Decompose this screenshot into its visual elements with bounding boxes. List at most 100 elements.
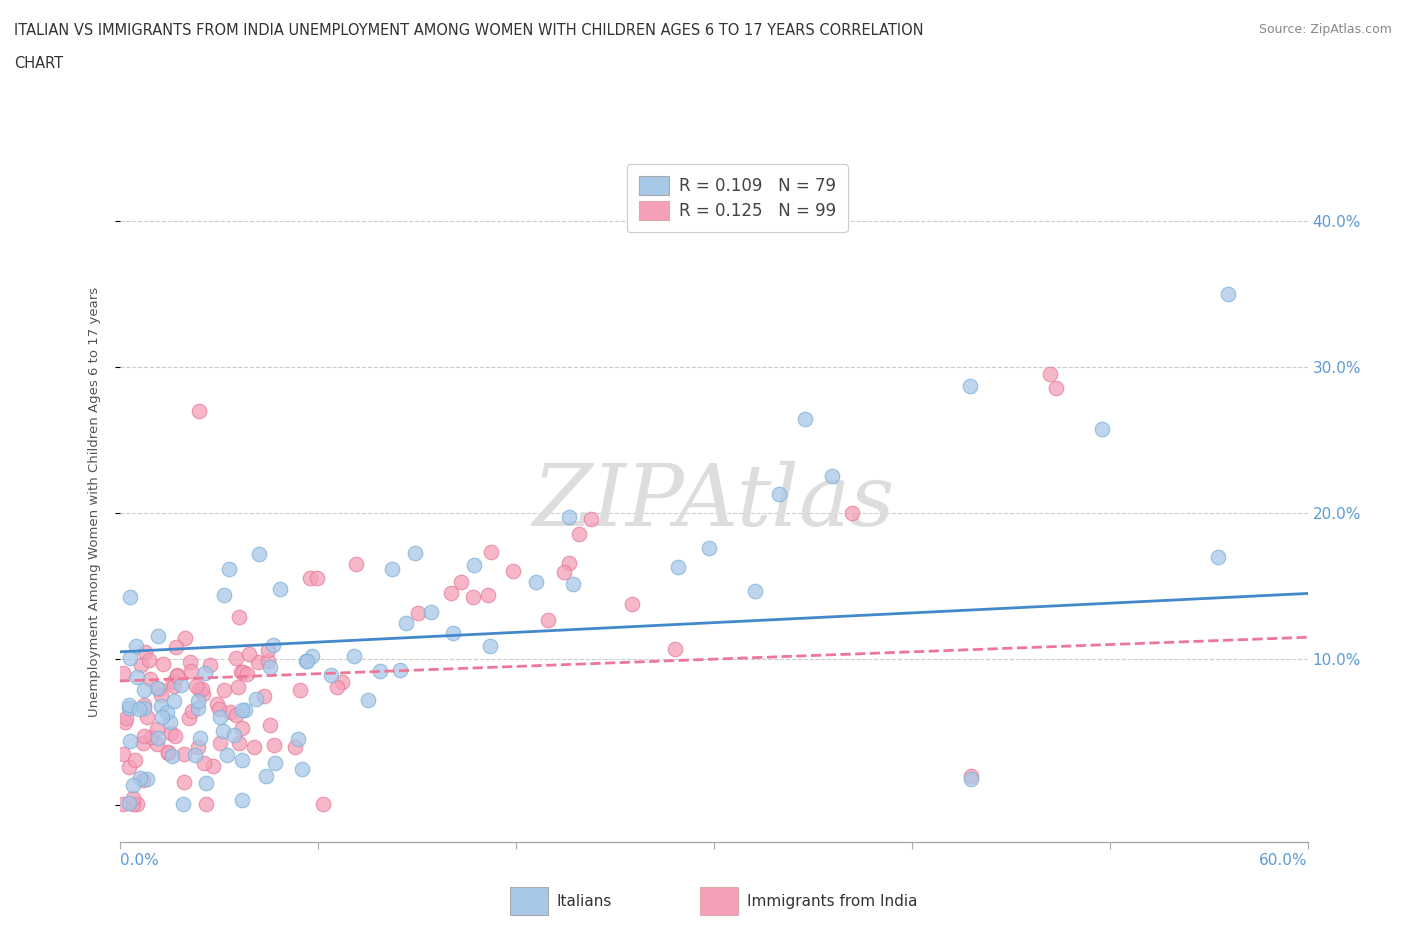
Point: [287, 731, 309, 746]
Point: [312, 796, 335, 811]
Point: [295, 653, 318, 668]
Point: [159, 715, 181, 730]
Point: [146, 721, 169, 736]
Point: [191, 686, 214, 701]
Text: CHART: CHART: [14, 56, 63, 71]
Point: [163, 679, 186, 694]
Point: [163, 728, 186, 743]
Point: [664, 641, 686, 656]
Point: [299, 571, 322, 586]
Point: [256, 654, 278, 669]
Point: [157, 745, 180, 760]
Point: [166, 668, 188, 683]
Point: [132, 735, 155, 750]
Point: [146, 731, 169, 746]
Legend: R = 0.109   N = 79, R = 0.125   N = 99: R = 0.109 N = 79, R = 0.125 N = 99: [627, 165, 848, 232]
Point: [162, 675, 184, 690]
Point: [419, 604, 441, 619]
Point: [226, 680, 249, 695]
Point: [118, 589, 141, 604]
Point: [208, 736, 231, 751]
Point: [330, 675, 353, 690]
Point: [231, 753, 253, 768]
Point: [198, 658, 221, 672]
Point: [162, 749, 184, 764]
Text: ITALIAN VS IMMIGRANTS FROM INDIA UNEMPLOYMENT AMONG WOMEN WITH CHILDREN AGES 6 T: ITALIAN VS IMMIGRANTS FROM INDIA UNEMPLO…: [14, 23, 924, 38]
Point: [568, 526, 591, 541]
Point: [193, 755, 215, 770]
Point: [218, 562, 240, 577]
Point: [187, 681, 209, 696]
Point: [187, 739, 209, 754]
Point: [112, 746, 135, 761]
Point: [172, 796, 194, 811]
Point: [295, 654, 318, 669]
Point: [666, 560, 689, 575]
Text: Immigrants from India: Immigrants from India: [747, 894, 917, 909]
Point: [134, 644, 156, 659]
Point: [132, 729, 155, 744]
Point: [284, 739, 307, 754]
Point: [1039, 367, 1062, 382]
Point: [195, 796, 218, 811]
Point: [326, 679, 349, 694]
Point: [194, 666, 217, 681]
Point: [231, 702, 253, 717]
Point: [170, 677, 193, 692]
Point: [152, 657, 174, 671]
Point: [388, 663, 411, 678]
Point: [127, 670, 149, 684]
Point: [115, 711, 138, 725]
Point: [343, 648, 366, 663]
Point: [177, 711, 200, 725]
Point: [163, 694, 186, 709]
Point: [132, 683, 155, 698]
Point: [744, 583, 766, 598]
Point: [558, 555, 581, 570]
Point: [208, 702, 231, 717]
Point: [136, 771, 159, 786]
Point: [245, 691, 267, 706]
Point: [394, 616, 416, 631]
Point: [229, 664, 252, 679]
Point: [960, 771, 983, 786]
FancyBboxPatch shape: [510, 887, 548, 915]
Point: [269, 581, 291, 596]
Point: [166, 669, 188, 684]
Point: [228, 736, 250, 751]
Point: [697, 540, 720, 555]
Point: [118, 701, 141, 716]
Point: [191, 682, 214, 697]
Point: [288, 683, 311, 698]
Point: [186, 679, 208, 694]
Point: [236, 666, 259, 681]
Point: [148, 629, 170, 644]
Point: [404, 546, 426, 561]
Point: [381, 561, 404, 576]
Point: [165, 640, 187, 655]
Point: [187, 404, 209, 418]
Point: [139, 730, 162, 745]
Point: [214, 683, 236, 698]
Point: [263, 737, 285, 752]
Point: [1208, 550, 1230, 565]
Point: [134, 698, 156, 712]
Point: [450, 575, 472, 590]
Point: [960, 768, 983, 783]
Text: Source: ZipAtlas.com: Source: ZipAtlas.com: [1258, 23, 1392, 36]
Point: [235, 702, 257, 717]
Point: [129, 658, 152, 672]
Point: [305, 570, 328, 585]
Point: [581, 512, 603, 526]
Text: Italians: Italians: [557, 894, 612, 909]
Point: [228, 609, 250, 624]
Point: [128, 771, 150, 786]
Point: [225, 708, 247, 723]
Point: [440, 585, 463, 600]
Point: [621, 596, 644, 611]
Point: [187, 701, 209, 716]
Point: [215, 748, 238, 763]
Point: [194, 776, 217, 790]
Point: [120, 651, 142, 666]
Point: [160, 725, 183, 740]
